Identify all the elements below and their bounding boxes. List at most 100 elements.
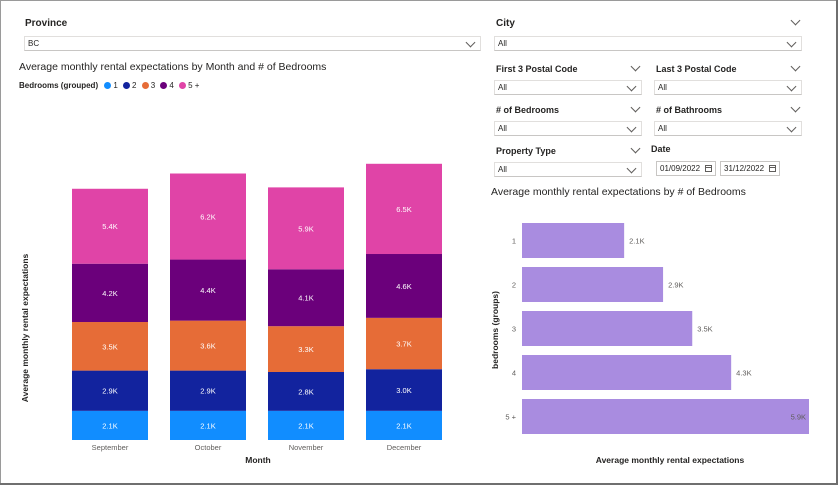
data-label: 2.1K [396,421,411,430]
bedrooms-dropdown[interactable]: All [494,121,642,136]
stacked-bar-segment [268,187,344,270]
x-axis-title: Average monthly rental expectations [596,455,745,465]
stacked-bar-segment [170,320,246,371]
chevron-down-icon [626,163,637,174]
data-label: 2.9K [102,387,117,396]
x-tick-label: September [92,443,129,452]
calendar-icon[interactable] [705,165,712,172]
hbar [522,311,693,346]
y-axis-title: Average monthly rental expectations [20,253,30,402]
hbar [522,223,625,258]
last3-label: Last 3 Postal Code [656,64,737,74]
ptype-dropdown[interactable]: All [494,162,642,177]
frame-shadow-right [836,0,838,485]
stacked-bar-segment [366,317,442,370]
legend-item[interactable]: 5 + [179,81,199,90]
date-start-input[interactable]: 01/09/2022 [656,161,716,176]
city-dropdown[interactable]: All [494,36,802,51]
stacked-bar-segment [268,371,344,411]
frame-shadow-bottom [0,483,838,485]
data-label: 5.4K [102,222,117,231]
stacked-chart-title: Average monthly rental expectations by M… [19,61,327,73]
city-label: City [496,18,515,29]
legend-label: 3 [150,81,156,90]
province-dropdown[interactable]: BC [24,36,481,51]
stacked-bar-segment [268,326,344,372]
stacked-bar-segment [72,188,148,264]
x-axis-title: Month [245,455,271,465]
data-label: 2.1K [200,421,215,430]
legend-item[interactable]: 1 [104,81,118,90]
bathrooms-label: # of Bathrooms [656,105,723,115]
legend-label: 1 [113,81,118,90]
chevron-down-icon [786,81,797,92]
legend-label: 2 [132,81,137,90]
data-label: 3.7K [396,340,411,349]
stacked-bar-segment [366,163,442,255]
data-label: 3.3K [298,345,313,354]
data-label: 4.1K [298,294,313,303]
data-label: 5.9K [791,413,806,422]
chevron-down-icon [465,37,476,48]
province-label: Province [25,18,68,29]
legend-title: Bedrooms (grouped) [19,81,99,90]
y-tick-label: 1 [512,237,516,246]
data-label: 3.5K [697,325,712,334]
data-label: 3.6K [200,342,215,351]
ptype-label: Property Type [496,146,556,156]
hbar [522,355,732,390]
stacked-bar-segment [366,410,442,440]
data-label: 4.2K [102,289,117,298]
bedrooms-value: All [498,124,507,133]
data-label: 5.9K [298,224,313,233]
chart-legend: Bedrooms (grouped) 1 2 3 4 5 + [19,81,202,90]
legend-dot-1 [104,82,112,89]
last3-dropdown[interactable]: All [654,80,802,95]
stacked-bar-segment [268,410,344,440]
bathrooms-dropdown[interactable]: All [654,121,802,136]
data-label: 4.3K [736,369,751,378]
date-start-value: 01/09/2022 [660,164,701,173]
legend-dot-4 [160,82,168,89]
data-label: 2.8K [298,387,313,396]
legend-dot-2 [123,82,131,89]
ptype-value: All [498,165,507,174]
legend-item[interactable]: 3 [141,81,156,90]
y-tick-label: 4 [512,369,516,378]
chevron-down-icon [786,37,797,48]
stacked-bar-chart: 2.1K 2.9K 3.5K 4.2K 5.4K September 2.1K 2.9K 3.6… [20,163,442,465]
stacked-bar-segment [366,254,442,318]
data-label: 2.1K [298,421,313,430]
data-label: 6.5K [396,205,411,214]
data-label: 2.1K [629,237,644,246]
chevron-down-icon [786,122,797,133]
chevron-down-icon [626,122,637,133]
data-label: 2.9K [200,387,215,396]
data-label: 3.5K [102,342,117,351]
data-label: 4.6K [396,282,411,291]
bedrooms-label: # of Bedrooms [496,105,560,115]
stacked-bar-segment [170,259,246,321]
x-tick-label: December [387,443,422,452]
data-label: 3.0K [396,386,411,395]
stacked-bar-segment [170,173,246,260]
data-label: 2.1K [102,421,117,430]
y-tick-label: 5 + [505,413,516,422]
date-end-input[interactable]: 31/12/2022 [720,161,780,176]
stacked-bar-segment [170,370,246,411]
calendar-icon[interactable] [769,165,776,172]
stacked-bar-segment [72,263,148,323]
x-tick-label: November [289,443,324,452]
data-label: 2.9K [668,281,683,290]
data-label: 6.2K [200,213,215,222]
y-tick-label: 3 [512,325,516,334]
stacked-bar-segment [72,370,148,411]
first3-value: All [498,83,507,92]
stacked-bar-segment [170,410,246,440]
last3-value: All [658,83,667,92]
legend-item[interactable]: 4 [160,81,174,90]
first3-dropdown[interactable]: All [494,80,642,95]
legend-item[interactable]: 2 [123,81,136,90]
city-value: All [498,39,507,48]
y-tick-label: 2 [512,281,516,290]
